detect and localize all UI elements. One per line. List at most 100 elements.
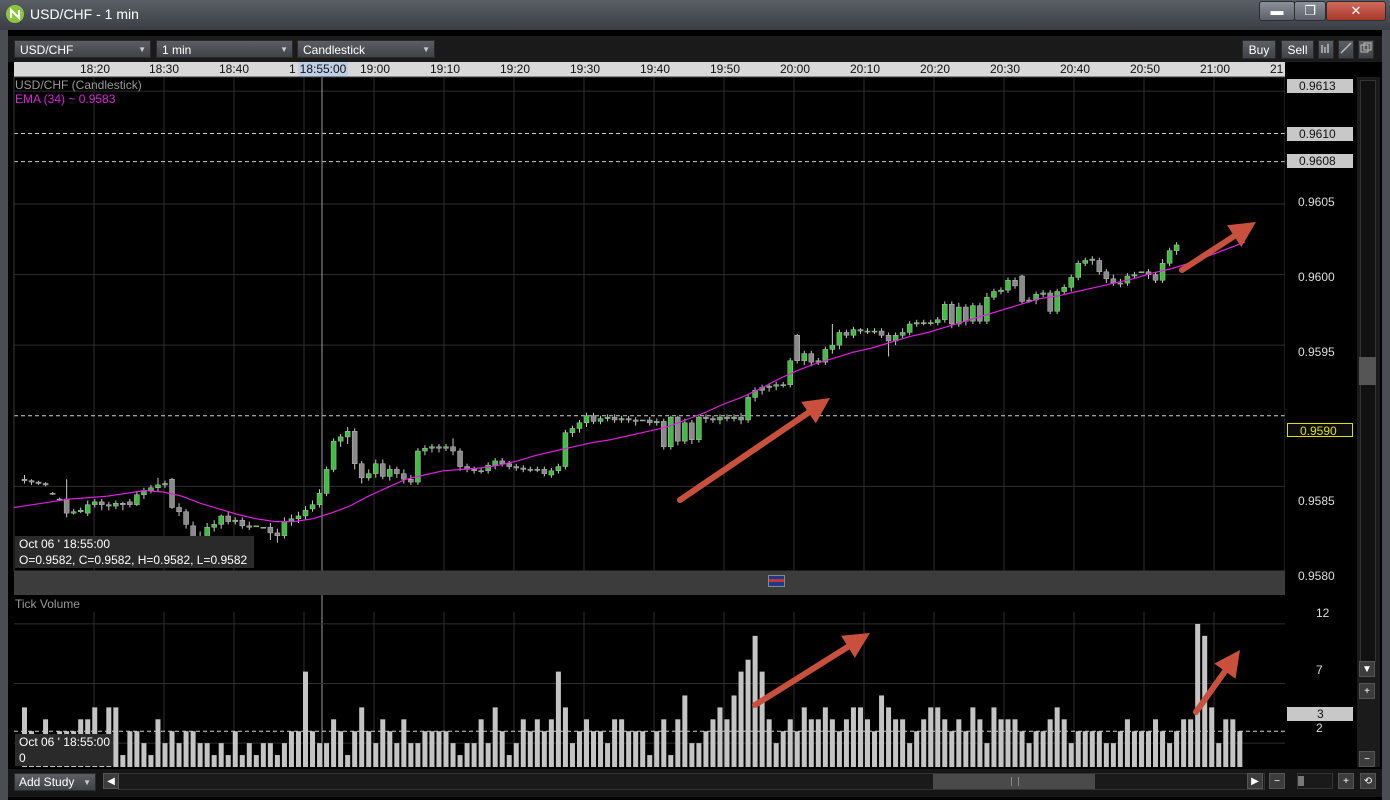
add-study-button[interactable]: Add Study ▼ — [14, 773, 96, 791]
reset-view-icon[interactable]: ⟲ — [1360, 773, 1376, 789]
zoom-in-time-icon[interactable]: + — [1338, 773, 1354, 789]
candle-body — [703, 416, 709, 419]
maximize-button[interactable]: ❐ — [1294, 1, 1326, 21]
scroll-left-icon[interactable]: ◀ — [103, 773, 119, 789]
candle-body — [358, 463, 365, 479]
volume-bar — [394, 743, 400, 767]
volume-bar — [1167, 743, 1173, 767]
volume-bar — [921, 719, 927, 767]
candle-body — [506, 463, 512, 467]
volume-bar — [338, 731, 344, 767]
candle — [654, 418, 660, 426]
candle-body — [731, 416, 737, 419]
time-axis-label: 1 — [289, 62, 296, 76]
volume-bar — [569, 743, 575, 767]
candle-body — [675, 416, 681, 442]
candle — [155, 477, 161, 492]
candle — [309, 500, 316, 512]
candle-body — [281, 521, 288, 536]
candle — [77, 507, 84, 514]
add-study-label: Add Study — [19, 775, 75, 789]
candle — [429, 443, 435, 453]
zoom-out-time-icon[interactable]: − — [1269, 773, 1285, 789]
candle-body — [949, 303, 955, 325]
candle — [316, 489, 323, 508]
time-axis-label: 20:00 — [780, 62, 811, 76]
candle — [1082, 257, 1089, 267]
interval-select-value: 1 min — [162, 43, 192, 57]
volume-bar — [1096, 731, 1102, 767]
candle — [373, 459, 379, 478]
volume-bar — [1188, 719, 1194, 767]
candle-body — [42, 483, 49, 486]
zoom-slider[interactable] — [1297, 773, 1333, 789]
zoom-out-icon[interactable]: − — [1359, 751, 1375, 767]
scroll-right-icon[interactable]: ▶ — [1247, 773, 1263, 789]
minimize-button[interactable]: ▬ — [1259, 1, 1295, 21]
candle — [920, 319, 927, 326]
candle — [106, 501, 112, 511]
volume-bar — [626, 731, 632, 767]
bar-tool-icon[interactable] — [1318, 40, 1334, 59]
candle — [1012, 277, 1018, 289]
volume-bar — [1160, 731, 1166, 767]
candle-body — [899, 332, 906, 336]
chart-style-select[interactable]: Candlestick ▼ — [297, 40, 435, 58]
candle — [590, 412, 597, 425]
ema-label[interactable]: EMA (34) ~ 0.9583 — [15, 92, 116, 106]
price-axis-label: 0.9605 — [1298, 195, 1335, 209]
panel-separator[interactable] — [14, 571, 1285, 595]
candle-body — [443, 446, 449, 449]
volume-bar — [148, 755, 154, 767]
draw-line-icon[interactable] — [1338, 40, 1354, 59]
volume-bar — [176, 743, 182, 767]
volume-bar — [1216, 743, 1222, 767]
candle — [815, 357, 822, 365]
scroll-down-icon[interactable]: ▼ — [1359, 661, 1375, 677]
vertical-scroll-thumb[interactable] — [1359, 357, 1376, 385]
candle — [337, 434, 344, 447]
volume-bar — [169, 731, 175, 767]
horizontal-scroll-thumb[interactable] — [933, 774, 1095, 789]
volume-bar — [738, 671, 744, 767]
interval-select[interactable]: 1 min ▼ — [156, 40, 293, 58]
candle — [949, 301, 955, 329]
candle-body — [773, 384, 779, 387]
candle — [415, 448, 421, 485]
candle — [323, 466, 330, 497]
candle-body — [1159, 263, 1166, 281]
close-button[interactable]: ✕ — [1326, 1, 1386, 21]
zoom-in-icon[interactable]: + — [1359, 683, 1375, 699]
buy-button[interactable]: Buy — [1242, 40, 1276, 59]
time-axis-label: 19:50 — [710, 62, 741, 76]
candle-body — [906, 323, 913, 333]
volume-bar — [331, 719, 337, 767]
zoom-slider-handle[interactable] — [1298, 776, 1304, 786]
candle-body — [745, 397, 751, 421]
volume-bar — [1237, 731, 1243, 767]
volume-bar — [436, 731, 442, 767]
candle — [21, 475, 28, 484]
volume-bar — [759, 671, 765, 767]
candle — [682, 418, 688, 444]
detach-window-icon[interactable] — [1358, 40, 1374, 59]
candle-body — [92, 501, 98, 505]
candle-body — [1005, 279, 1011, 291]
candle-body — [942, 303, 948, 321]
volume-bar — [1195, 623, 1201, 767]
candle-body — [710, 418, 716, 421]
volume-bar — [935, 707, 941, 767]
candle — [618, 415, 625, 423]
sell-button[interactable]: Sell — [1281, 40, 1314, 59]
candle-body — [927, 322, 934, 324]
candle-body — [822, 349, 829, 363]
candle-body — [878, 330, 885, 336]
candle-body — [225, 515, 231, 522]
instrument-select[interactable]: USD/CHF ▼ — [14, 40, 151, 58]
annotation-arrow-head — [1227, 222, 1256, 248]
volume-bar — [520, 719, 526, 767]
volume-bar — [1026, 743, 1032, 767]
candle — [646, 417, 653, 426]
candle — [864, 328, 871, 334]
